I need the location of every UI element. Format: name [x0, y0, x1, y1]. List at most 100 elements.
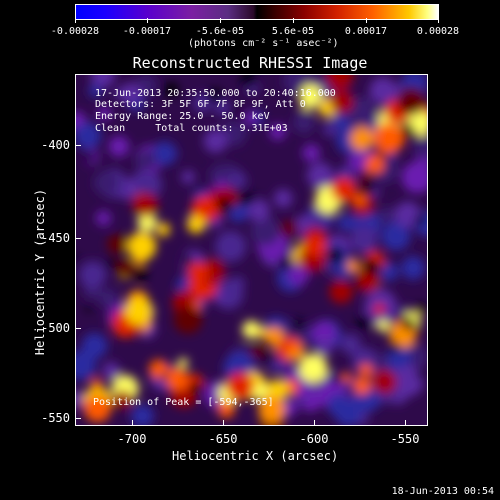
timestamp: 18-Jun-2013 00:54 — [391, 486, 494, 497]
image-blob — [347, 259, 361, 273]
info-clean: Clean Total counts: 9.31E+03 — [95, 123, 288, 134]
image-blob — [381, 221, 411, 251]
colorbar-tick — [147, 18, 148, 23]
image-blob — [78, 260, 107, 289]
colorbar-label: -5.6e-05 — [195, 26, 245, 37]
x-tick — [314, 420, 315, 426]
colorbar-label: 0.00028 — [416, 26, 460, 37]
image-blob — [306, 162, 334, 189]
image-blob — [264, 326, 284, 346]
image-blob — [98, 288, 119, 309]
image-blob — [396, 86, 426, 116]
image-blob — [253, 384, 268, 400]
info-detectors: Detectors: 3F 5F 6F 7F 8F 9F, Att 0 — [95, 99, 306, 110]
image-blob — [373, 353, 390, 370]
image-blob — [401, 161, 427, 194]
image-blob — [402, 317, 416, 331]
image-blob — [266, 379, 289, 401]
image-blob — [207, 88, 223, 104]
image-blob — [414, 214, 426, 226]
x-tick — [132, 420, 133, 426]
y-tick-label: -550 — [41, 411, 70, 425]
plot-title: Reconstructed RHESSI Image — [132, 54, 368, 72]
image-blob — [243, 111, 258, 125]
image-blob — [173, 305, 203, 334]
image-blob — [130, 168, 162, 201]
image-blob — [177, 357, 189, 369]
image-blob — [287, 339, 301, 353]
image-blob — [341, 372, 352, 383]
image-blob — [292, 111, 315, 134]
image-blob — [416, 371, 425, 380]
x-tick-label: -550 — [390, 432, 420, 446]
x-axis-title: Heliocentric X (arcsec) — [172, 449, 339, 463]
image-plot — [75, 74, 428, 426]
colorbar-tick — [75, 18, 76, 23]
image-blob — [135, 149, 157, 171]
image-blob — [93, 170, 119, 195]
image-blob — [107, 234, 127, 254]
image-blob — [362, 181, 375, 195]
image-blob — [365, 154, 385, 174]
colorbar — [75, 4, 439, 20]
image-blob — [124, 296, 153, 325]
image-blob — [258, 396, 286, 423]
image-blob — [327, 393, 351, 417]
image-blob — [269, 123, 286, 140]
y-axis-title: Heliocentric Y (arcsec) — [33, 188, 47, 356]
image-blob — [119, 82, 142, 105]
image-blob — [247, 199, 270, 222]
image-blob — [329, 89, 354, 114]
image-blob — [76, 350, 97, 381]
image-blob — [83, 150, 95, 163]
image-blob — [134, 267, 148, 281]
y-tick — [75, 328, 81, 329]
image-blob — [394, 201, 421, 228]
image-blob — [250, 216, 280, 246]
y-tick-label: -450 — [41, 231, 70, 245]
image-blob — [264, 352, 276, 364]
y-tick-label: -400 — [41, 138, 70, 152]
x-tick — [223, 420, 224, 426]
image-blob — [364, 258, 381, 275]
image-blob — [105, 258, 116, 269]
image-blob — [366, 144, 374, 151]
y-tick-label: -500 — [41, 321, 70, 335]
image-blob — [130, 404, 155, 425]
image-blob — [379, 262, 399, 282]
colorbar-label: 0.00017 — [344, 26, 388, 37]
info-energy: Energy Range: 25.0 - 50.0 keV — [95, 111, 270, 122]
image-blob — [90, 378, 102, 390]
image-blob — [401, 123, 415, 138]
image-blob — [340, 333, 361, 355]
image-blob — [182, 255, 193, 266]
image-blob — [164, 82, 179, 97]
image-blob — [298, 353, 328, 383]
info-time: 17-Jun-2013 20:35:50.000 to 20:40:16.000 — [95, 88, 336, 99]
image-blob — [351, 347, 379, 375]
image-blob — [278, 257, 292, 270]
colorbar-label: -0.00028 — [50, 26, 100, 37]
image-blob — [133, 192, 158, 217]
image-blob — [280, 219, 299, 239]
image-blob — [152, 141, 177, 166]
image-blob — [414, 134, 427, 160]
image-blob — [160, 372, 169, 380]
image-blob — [137, 212, 157, 232]
image-blob — [97, 106, 112, 120]
image-blob — [241, 75, 257, 88]
colorbar-label: 5.6e-05 — [271, 26, 315, 37]
image-blob — [374, 123, 405, 154]
image-blob — [353, 377, 371, 395]
image-blob — [250, 344, 264, 359]
colorbar-units: (photons cm⁻² s⁻¹ asec⁻²) — [188, 38, 339, 49]
peak-position: Position of Peak = [-594,-365] — [93, 397, 274, 408]
image-blob — [242, 320, 261, 339]
image-blob — [359, 363, 373, 378]
image-blob — [217, 198, 233, 214]
image-blob — [303, 233, 327, 257]
image-blob — [116, 259, 135, 278]
colorbar-label: -0.00017 — [122, 26, 172, 37]
image-blob — [229, 171, 247, 189]
image-blob — [102, 362, 120, 380]
